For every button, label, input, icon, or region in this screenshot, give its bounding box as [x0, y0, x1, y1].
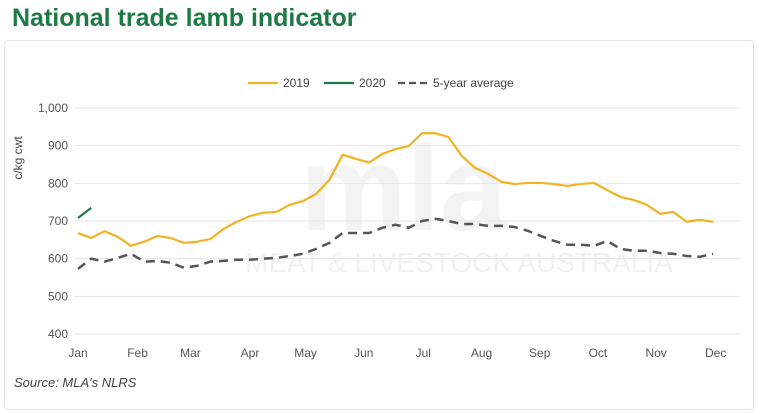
- x-tick-label-mar: Mar: [180, 346, 201, 360]
- x-tick-label-nov: Nov: [645, 346, 666, 360]
- x-tick-label-jan: Jan: [68, 346, 87, 360]
- x-tick-label-oct: Oct: [589, 346, 608, 360]
- legend-label: 5-year average: [433, 76, 514, 90]
- y-tick-label: 600: [48, 252, 68, 266]
- legend-label: 2019: [283, 76, 310, 90]
- page-title: National trade lamb indicator: [12, 4, 357, 32]
- y-tick-label: 500: [48, 289, 68, 303]
- watermark-text: MEAT & LIVESTOCK AUSTRALIA: [245, 247, 673, 278]
- series-line-2020: [77, 206, 92, 219]
- x-tick-label-jun: Jun: [354, 346, 373, 360]
- y-tick-label: 900: [48, 139, 68, 153]
- y-tick-label: 700: [48, 214, 68, 228]
- y-tick-label: 1,000: [38, 101, 68, 115]
- watermark-logo: mla: [300, 122, 508, 256]
- series-line-5-year-average: [77, 217, 714, 270]
- x-tick-label-jul: Jul: [416, 346, 431, 360]
- y-tick-label: 800: [48, 176, 68, 190]
- legend-label: 2020: [359, 76, 386, 90]
- source-note: Source: MLA's NLRS: [14, 375, 137, 390]
- x-tick-label-dec: Dec: [705, 346, 726, 360]
- x-tick-label-feb: Feb: [127, 346, 148, 360]
- series-line-2019: [77, 132, 714, 247]
- y-tick-label: 400: [48, 327, 68, 341]
- y-axis-label: c/kg cwt: [11, 136, 25, 180]
- x-tick-label-may: May: [294, 346, 317, 360]
- x-tick-label-apr: Apr: [241, 346, 260, 360]
- x-tick-label-aug: Aug: [471, 346, 492, 360]
- x-tick-label-sep: Sep: [529, 346, 551, 360]
- chart-frame: [4, 40, 754, 410]
